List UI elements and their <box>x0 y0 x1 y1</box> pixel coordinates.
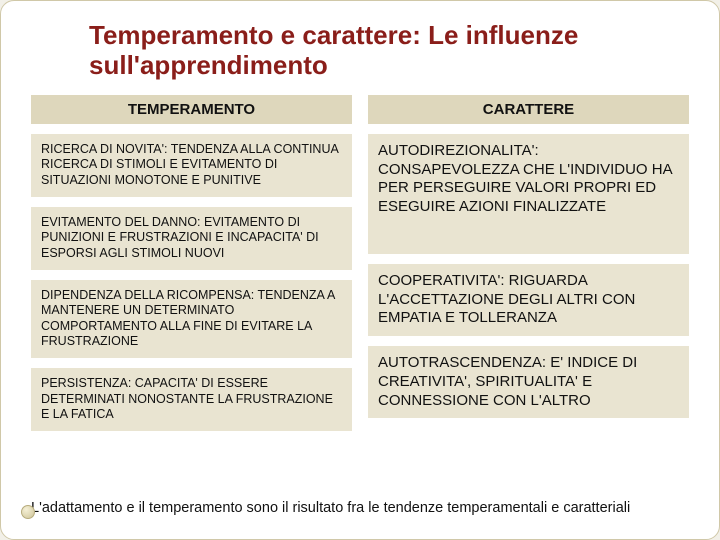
two-column-layout: TEMPERAMENTO RICERCA DI NOVITA': TENDENZ… <box>31 95 689 431</box>
right-cell-3: AUTOTRASCENDENZA: E' INDICE DI CREATIVIT… <box>368 346 689 418</box>
left-column: TEMPERAMENTO RICERCA DI NOVITA': TENDENZ… <box>31 95 352 431</box>
right-cell-2: COOPERATIVITA': RIGUARDA L'ACCETTAZIONE … <box>368 264 689 336</box>
slide-title: Temperamento e carattere: Le influenze s… <box>89 21 689 81</box>
left-column-header: TEMPERAMENTO <box>31 95 352 124</box>
footer-text: L'adattamento e il temperamento sono il … <box>31 499 630 517</box>
left-cell-3: DIPENDENZA DELLA RICOMPENSA: TENDENZA A … <box>31 280 352 359</box>
left-cell-4: PERSISTENZA: CAPACITA' DI ESSERE DETERMI… <box>31 368 352 431</box>
right-cell-1: AUTODIREZIONALITA': CONSAPEVOLEZZA CHE L… <box>368 134 689 254</box>
right-column: CARATTERE AUTODIREZIONALITA': CONSAPEVOL… <box>368 95 689 431</box>
corner-dot-icon <box>21 505 35 519</box>
right-column-header: CARATTERE <box>368 95 689 124</box>
slide: Temperamento e carattere: Le influenze s… <box>0 0 720 540</box>
left-cell-2: EVITAMENTO DEL DANNO: EVITAMENTO DI PUNI… <box>31 207 352 270</box>
left-cell-1: RICERCA DI NOVITA': TENDENZA ALLA CONTIN… <box>31 134 352 197</box>
